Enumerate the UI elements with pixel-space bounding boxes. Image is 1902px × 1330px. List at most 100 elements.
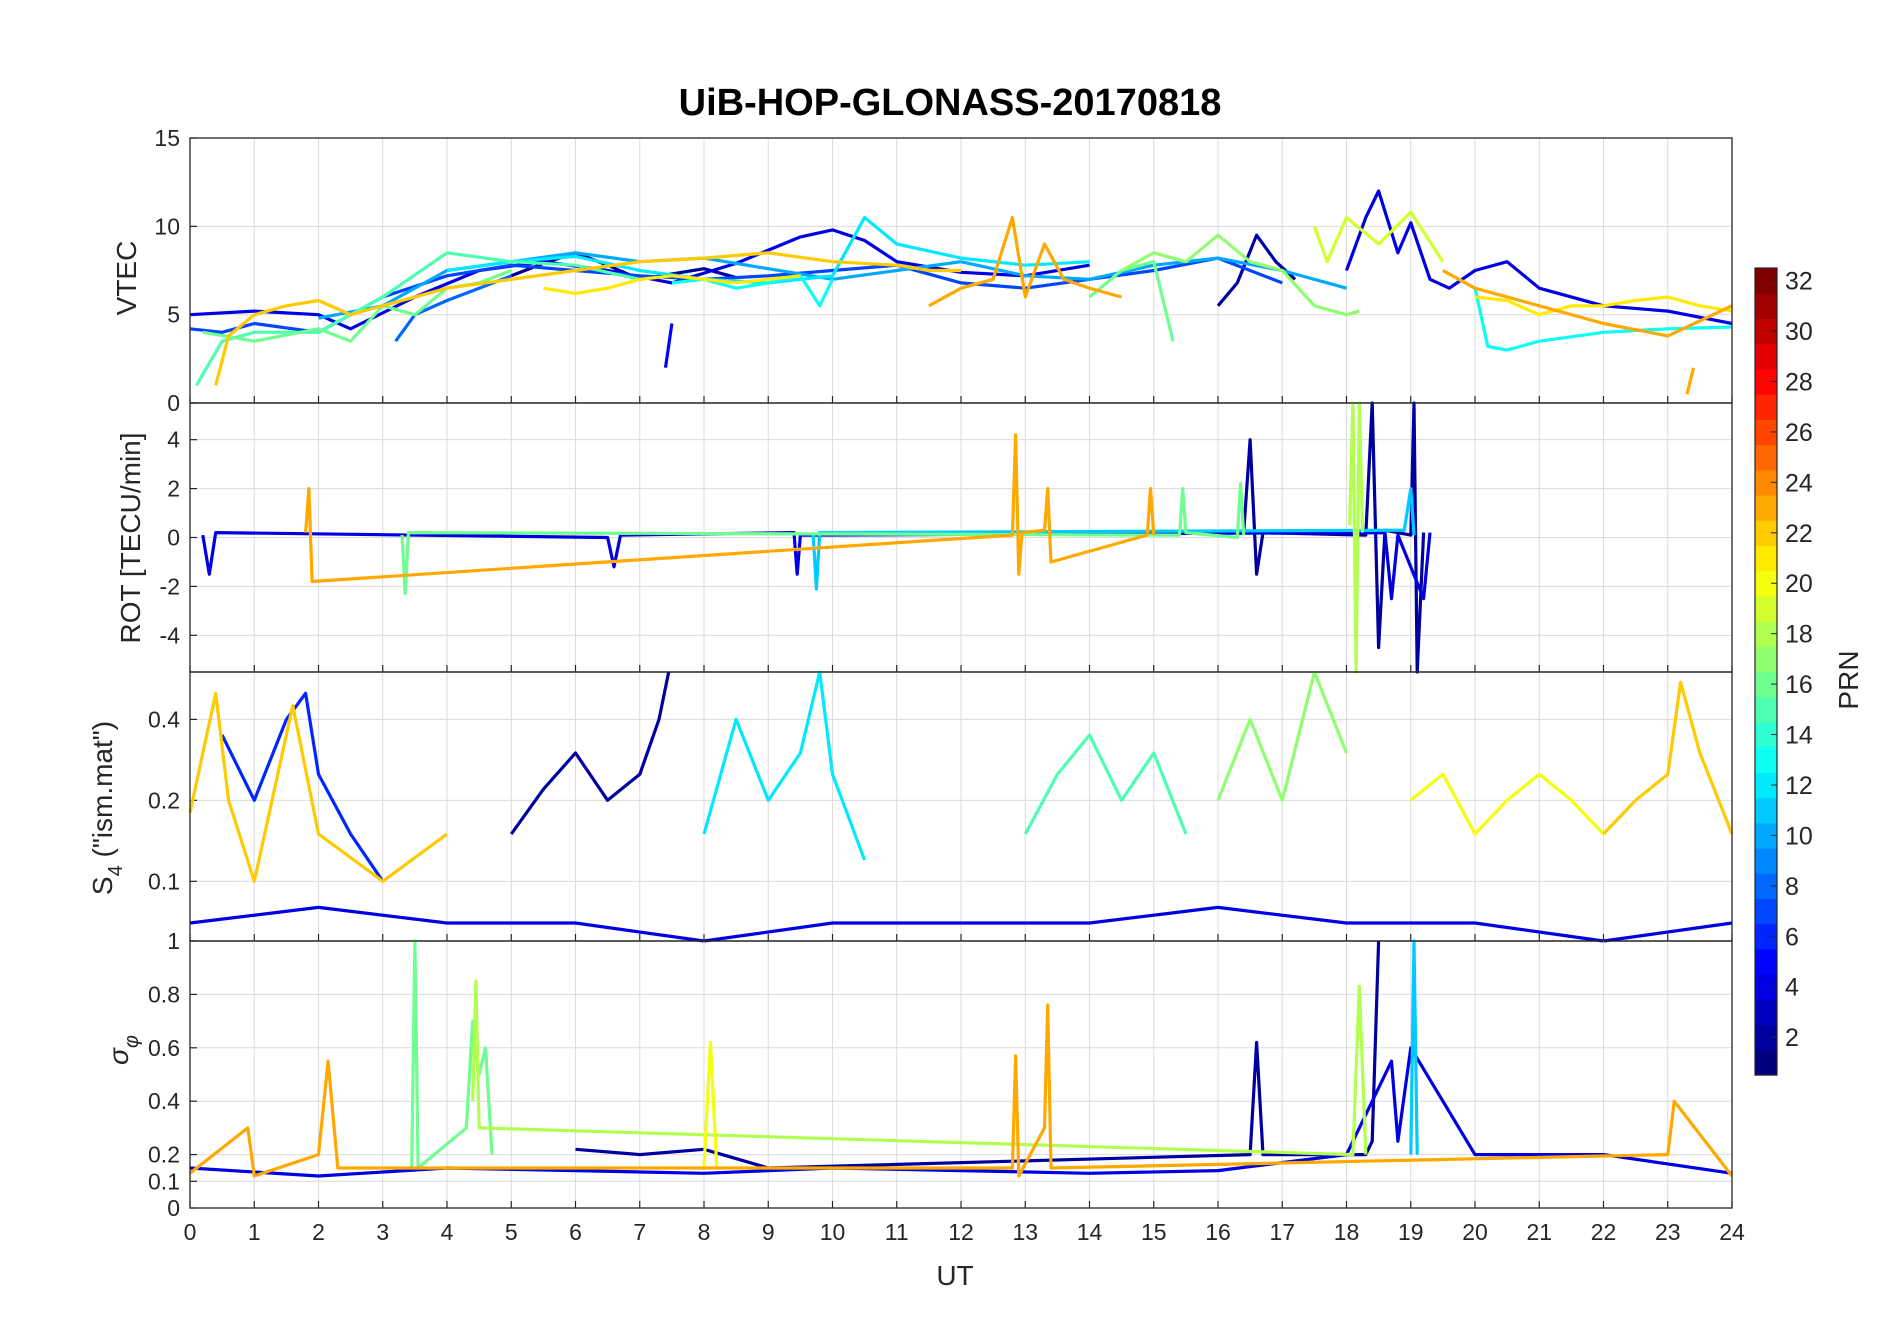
colorbar-swatch [1755, 621, 1777, 647]
sigma-axis-label: σφ [103, 1035, 143, 1065]
y-tick-label: -4 [160, 622, 181, 648]
colorbar-swatch [1755, 848, 1777, 874]
series-line [1474, 295, 1733, 317]
s4-label-sub: 4 [105, 865, 127, 876]
colorbar-swatch [1755, 545, 1777, 572]
series-line [189, 1003, 1734, 1178]
colorbar-tick-label: 26 [1785, 419, 1813, 447]
y-tick-label: 2 [167, 476, 180, 502]
colorbar-tick-label: 8 [1785, 873, 1799, 901]
chart-title: UiB-HOP-GLONASS-20170818 [679, 82, 1222, 124]
y-tick-label: 0.2 [148, 1142, 180, 1168]
s4-panel: 0.4 0.2 0.1 [148, 670, 1734, 943]
series-line [195, 251, 641, 387]
colorbar-swatch [1755, 671, 1777, 698]
s4-axis-label: S4 ("ism.mat") [87, 721, 127, 895]
colorbar-swatch [1755, 974, 1777, 1000]
vtec-axis-label: VTEC [111, 241, 142, 316]
colorbar-tick-label: 20 [1785, 570, 1813, 598]
series-line [304, 433, 1156, 584]
y-tick-label: 0 [167, 1195, 180, 1221]
y-tick-label: 0 [167, 390, 180, 416]
colorbar-swatch [1755, 368, 1777, 395]
colorbar-tick-label: 6 [1785, 923, 1799, 951]
series-line [1023, 733, 1188, 835]
colorbar-tick-label: 28 [1785, 368, 1813, 396]
colorbar-swatch [1755, 646, 1777, 673]
colorbar-tick-label: 16 [1785, 671, 1813, 699]
series-line [446, 215, 1090, 285]
colorbar-swatch [1755, 394, 1777, 420]
series-line [1312, 210, 1445, 264]
colorbar-swatch [1755, 444, 1777, 471]
series-line [702, 1040, 719, 1169]
sigma_phi-panel: 1 0.8 0.6 0.4 0.20.10 [148, 928, 1734, 1221]
colorbar-swatch [1755, 469, 1777, 496]
colorbar-swatch [1755, 696, 1777, 723]
series-line [410, 939, 494, 1170]
colorbar-swatch [1755, 822, 1777, 849]
x-tick-label: 4 [441, 1219, 454, 1245]
series-line [188, 691, 448, 883]
colorbar-tick-label: 4 [1785, 974, 1799, 1002]
x-tick-label: 15 [1141, 1219, 1167, 1245]
colorbar-swatch [1755, 923, 1777, 950]
series-line [201, 531, 1432, 601]
x-tick-label: 9 [762, 1219, 775, 1245]
y-tick-label: 1 [167, 928, 180, 954]
colorbar-swatch [1755, 721, 1777, 748]
series-line [1442, 269, 1733, 338]
series-line [471, 979, 1368, 1157]
y-tick-label: 0 [167, 525, 180, 551]
colorbar-tick-label: 18 [1785, 621, 1813, 649]
series-line [702, 670, 867, 861]
x-tick-label: 12 [948, 1219, 974, 1245]
x-tick-label: 17 [1269, 1219, 1295, 1245]
series-line [189, 905, 1733, 943]
x-tick-label: 3 [376, 1219, 389, 1245]
rot-axis-label: ROT [TECU/min] [115, 432, 146, 643]
series-line [928, 215, 1123, 308]
series-line [575, 940, 1381, 1170]
x-tick-label: 2 [312, 1219, 325, 1245]
colorbar-swatch [1755, 1024, 1777, 1051]
y-tick-label: 10 [154, 213, 180, 239]
colorbar-frame [1754, 267, 1778, 1076]
colorbar: 32 30 28 26 24 22 20 18 16 14 12 10 8 6 4 2 [1754, 267, 1813, 1076]
y-tick-label: 4 [167, 427, 180, 453]
colorbar-swatch [1755, 898, 1777, 925]
colorbar-tick-label: 22 [1785, 520, 1813, 548]
colorbar-swatch [1755, 494, 1777, 521]
colorbar-tick-label: 32 [1785, 268, 1813, 296]
series-line [400, 482, 1246, 596]
rot-panel: 4 2 0 -2 -4 [160, 401, 1733, 674]
x-tick-label: 11 [885, 1219, 909, 1245]
colorbar-swatch [1755, 293, 1777, 320]
y-tick-label: 0.1 [148, 868, 180, 894]
x-tick-label: 20 [1462, 1219, 1488, 1245]
series-line [543, 274, 801, 296]
x-tick-label: 16 [1205, 1219, 1231, 1245]
colorbar-tick-label: 10 [1785, 822, 1813, 850]
series-line [663, 323, 674, 368]
x-tick-label: 1 [248, 1219, 261, 1245]
colorbar-swatch [1755, 520, 1777, 547]
colorbar-swatch [1755, 268, 1777, 294]
vtec-panel: 15 10 5 0 [154, 125, 1733, 416]
colorbar-swatch [1755, 999, 1777, 1026]
series-line [1409, 939, 1419, 1155]
x-tick-label: 5 [505, 1219, 518, 1245]
panel-frame [189, 940, 1733, 1209]
y-tick-label: 0.6 [148, 1035, 180, 1061]
series-line [1216, 233, 1297, 307]
colorbar-tick-label: 12 [1785, 772, 1813, 800]
series-line [202, 269, 512, 343]
x-tick-label: 10 [820, 1219, 846, 1245]
s4-label-s: S [87, 876, 118, 895]
y-tick-label: 0.4 [148, 706, 180, 732]
colorbar-swatch [1755, 318, 1777, 345]
x-tick-label: 19 [1398, 1219, 1424, 1245]
colorbar-tick-label: 2 [1785, 1024, 1799, 1052]
s4-label-rest: ("ism.mat") [87, 721, 118, 865]
